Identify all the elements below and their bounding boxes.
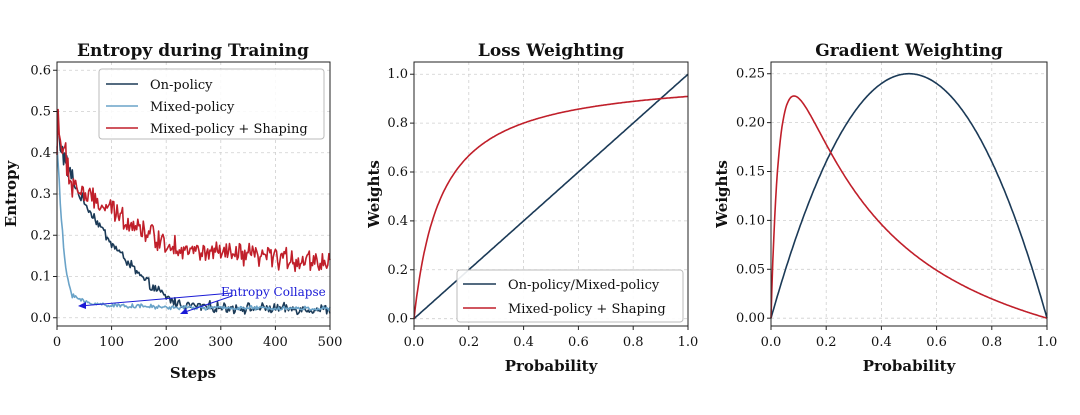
y-tick-label: 0.2 — [387, 263, 408, 278]
x-tick-label: 500 — [318, 335, 343, 350]
x-tick-label: 0.4 — [513, 335, 534, 350]
x-tick-label: 200 — [154, 335, 179, 350]
chart-title-gradient: Gradient Weighting — [815, 41, 1003, 61]
series-line-on-policy-mixed-policy — [770, 72, 1048, 319]
y-tick-label: 0.25 — [736, 67, 765, 82]
ticks-loss: 0.0 0.2 0.4 0.6 0.8 1.0 0.0 0.2 0.4 0.6 0.8 1.0 — [387, 67, 698, 350]
legend-loss: On-policy/Mixed-policy Mixed-policy + Sh… — [456, 269, 684, 323]
legend-label-on-policy: On-policy — [150, 78, 213, 93]
y-tick-label: 0.2 — [30, 228, 51, 243]
series-group-gradient — [770, 72, 1048, 319]
y-axis-label-entropy: Entropy — [2, 160, 20, 228]
annotation-arrow-2 — [181, 295, 233, 314]
y-tick-label: 0.15 — [736, 165, 765, 180]
x-axis-label-gradient: Probability — [863, 357, 957, 375]
panel-gradient-weighting: Gradient Weighting 0.0 0.2 0.4 0.6 0.8 1.00.0… — [713, 41, 1057, 375]
y-tick-label: 0.6 — [30, 63, 51, 78]
y-tick-label: 0.8 — [387, 116, 408, 131]
y-tick-label: 0.6 — [387, 165, 408, 180]
y-tick-label: 0.4 — [30, 146, 51, 161]
x-tick-label: 0.8 — [981, 335, 1002, 350]
series-group-entropy — [56, 108, 331, 316]
y-tick-label: 0.1 — [30, 270, 51, 285]
legend-label-mixed-shaping: Mixed-policy + Shaping — [150, 122, 308, 137]
chart-title-loss: Loss Weighting — [478, 41, 624, 61]
series-line-mixed-policy-shaping — [56, 108, 331, 273]
plot-frame-gradient — [770, 61, 1048, 327]
x-tick-label: 0.6 — [568, 335, 589, 350]
y-axis-label-loss: Weights — [365, 160, 383, 229]
y-tick-label: 0.3 — [30, 187, 51, 202]
annotation-arrowhead-2 — [180, 308, 188, 314]
x-tick-label: 1.0 — [678, 335, 699, 350]
legend-label-mixed-policy: Mixed-policy — [150, 100, 235, 115]
legend-label-shaping-loss: Mixed-policy + Shaping — [508, 302, 666, 317]
y-tick-label: 0.10 — [736, 213, 765, 228]
panel-entropy: Entropy during Training 0 100 200 300 400 500… — [2, 41, 342, 382]
series-line-on-policy — [56, 130, 331, 316]
chart-title-entropy: Entropy during Training — [77, 41, 309, 61]
ticks-gradient: 0.0 0.2 0.4 0.6 0.8 1.0 0.00 0.05 0.10 0.15 0.20 0.… — [736, 67, 1057, 350]
y-tick-label: 0.4 — [387, 214, 408, 229]
x-tick-label: 0.0 — [404, 335, 425, 350]
x-tick-label: 0.2 — [458, 335, 479, 350]
annotation-arrowhead-1 — [78, 302, 86, 309]
x-tick-label: 1.0 — [1037, 335, 1058, 350]
y-tick-label: 0.00 — [736, 311, 765, 326]
x-tick-label: 400 — [263, 335, 288, 350]
plot-frame-loss — [413, 61, 689, 327]
annotation-text: Entropy Collapse — [221, 285, 326, 299]
legend-frame-loss — [456, 269, 684, 323]
x-tick-label: 100 — [99, 335, 124, 350]
series-line-mixed-policy-shaping — [413, 95, 689, 319]
x-tick-label: 0.2 — [816, 335, 837, 350]
x-tick-label: 0.0 — [761, 335, 782, 350]
y-tick-label: 0.05 — [736, 262, 765, 277]
x-tick-label: 0 — [53, 335, 61, 350]
series-line-mixed-policy-shaping — [770, 95, 1048, 319]
y-tick-label: 0.0 — [387, 312, 408, 327]
y-tick-label: 1.0 — [387, 67, 408, 82]
legend-label-on-mixed: On-policy/Mixed-policy — [508, 278, 660, 293]
legend-entropy: On-policy Mixed-policy Mixed-policy + Sh… — [98, 68, 325, 140]
ticks-entropy: 0 100 200 300 400 500 0.0 0.1 0.2 0.3 0.4 0.5 0.6 — [30, 63, 342, 350]
y-tick-label: 0.5 — [30, 105, 51, 120]
x-tick-label: 0.4 — [871, 335, 892, 350]
y-tick-label: 0.20 — [736, 116, 765, 131]
panel-loss-weighting: Loss Weighting 0.0 0.2 0.4 0.6 0.8 1.00.00.20… — [365, 41, 698, 375]
x-axis-label-loss: Probability — [505, 357, 599, 375]
legend-frame-entropy — [98, 68, 325, 140]
y-axis-label-gradient: Weights — [713, 160, 731, 229]
annotation-entropy-collapse: Entropy Collapse — [78, 285, 326, 314]
y-tick-label: 0.0 — [30, 311, 51, 326]
x-tick-label: 0.6 — [926, 335, 947, 350]
x-tick-label: 300 — [208, 335, 233, 350]
x-tick-label: 0.8 — [623, 335, 644, 350]
annotation-arrow-1 — [79, 292, 233, 307]
x-axis-label-entropy: Steps — [170, 364, 216, 382]
